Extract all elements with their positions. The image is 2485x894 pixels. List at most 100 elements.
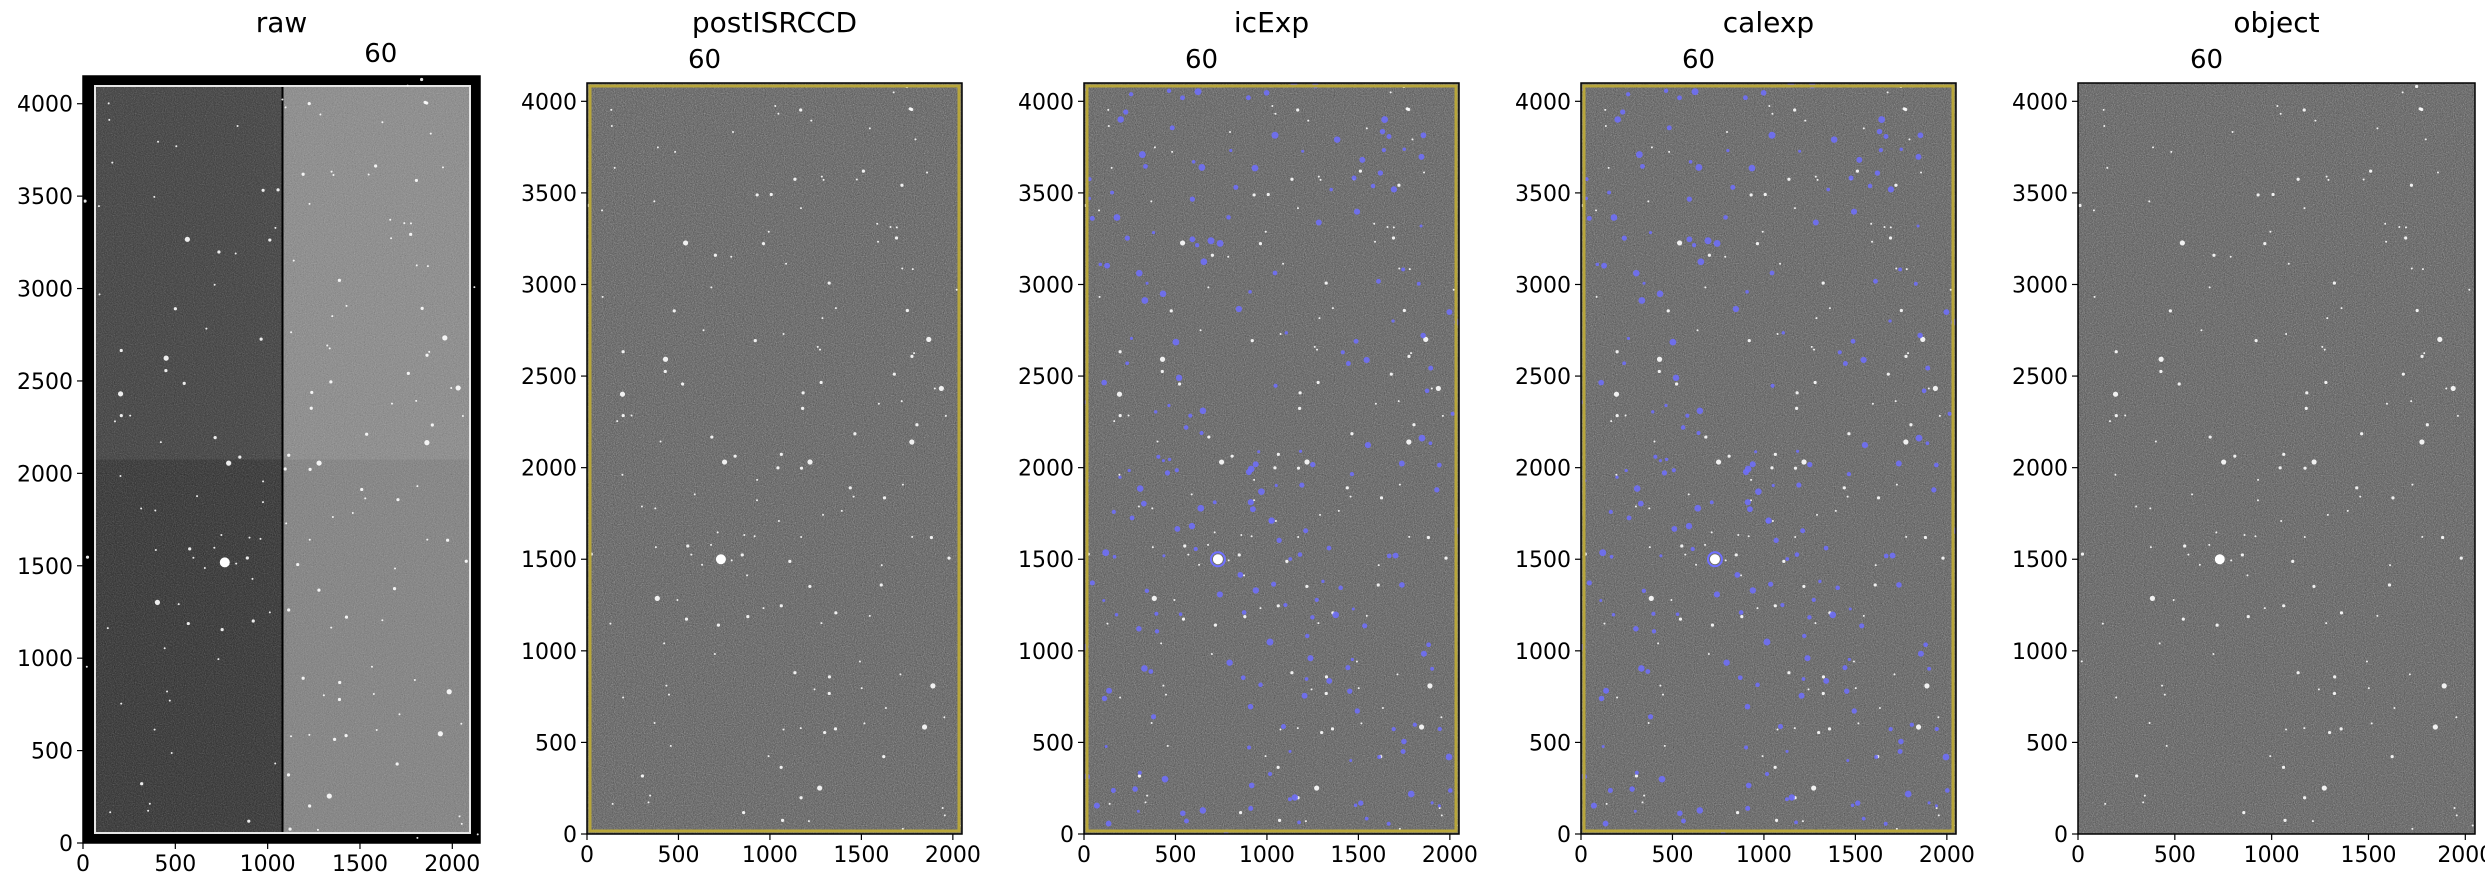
star: [308, 538, 311, 541]
star: [2326, 317, 2329, 320]
y-tick-label: 2500: [521, 365, 577, 390]
star: [1615, 473, 1618, 476]
star: [337, 697, 342, 702]
detection-mask: [1696, 807, 1704, 814]
star: [2179, 240, 2185, 246]
star: [1389, 91, 1392, 94]
star: [1108, 802, 1111, 805]
detection-mask: [1183, 425, 1189, 430]
y-tick-label: 2000: [1018, 457, 1074, 482]
detection-mask: [1104, 262, 1111, 269]
star: [392, 587, 397, 591]
detection-mask: [1851, 708, 1857, 714]
star: [621, 413, 625, 418]
star: [2323, 348, 2326, 351]
star: [2385, 240, 2388, 243]
detection-mask: [1677, 95, 1682, 101]
x-tick-label: 500: [1154, 843, 1196, 868]
star: [1727, 454, 1731, 458]
star: [1441, 414, 1444, 417]
star: [344, 615, 349, 619]
detection-mask: [1247, 465, 1255, 473]
star: [774, 104, 777, 107]
star: [1171, 150, 1174, 153]
detection-mask: [1263, 90, 1270, 96]
detection-mask: [1685, 522, 1693, 530]
star: [762, 607, 765, 610]
star: [170, 752, 173, 755]
star: [2282, 604, 2286, 608]
star: [1894, 183, 1898, 187]
star: [1177, 382, 1182, 386]
star: [1761, 230, 1764, 233]
star: [268, 238, 272, 242]
star: [2149, 595, 2156, 601]
detection-mask: [1347, 688, 1353, 694]
detection-mask: [1607, 787, 1613, 793]
y-tick-label: 0: [563, 823, 577, 848]
detection-mask: [1150, 714, 1157, 720]
star: [364, 497, 367, 500]
detection-mask: [1178, 612, 1183, 616]
detection-mask: [1677, 810, 1683, 817]
y-tick-label: 0: [1557, 823, 1571, 848]
edge-mask-border: [1085, 84, 1458, 833]
star: [1314, 785, 1320, 791]
star: [730, 559, 733, 562]
detection-mask: [1798, 692, 1805, 699]
star: [1782, 559, 1786, 563]
star: [740, 553, 744, 557]
y-tick-label: 2000: [1515, 457, 1571, 482]
detection-mask: [1248, 782, 1255, 789]
star: [2314, 119, 2317, 122]
star: [680, 382, 685, 386]
star: [1296, 108, 1300, 112]
star: [331, 315, 334, 318]
detection-mask: [1400, 748, 1406, 755]
detection-mask: [1271, 131, 1279, 139]
detection-mask: [1276, 537, 1282, 543]
detection-mask: [1855, 800, 1861, 806]
detection-mask: [1807, 461, 1813, 468]
star: [2311, 820, 2314, 823]
x-tick-label: 2000: [925, 843, 981, 868]
star: [2303, 727, 2306, 730]
star: [2149, 507, 2152, 510]
detection-mask: [1785, 749, 1789, 753]
star: [669, 744, 672, 747]
star: [2324, 380, 2328, 385]
detection-mask: [1691, 88, 1699, 96]
star: [1113, 420, 1116, 423]
star: [610, 108, 613, 111]
x-tick-label: 0: [580, 843, 594, 868]
star: [429, 132, 432, 135]
detection-mask: [1878, 116, 1886, 123]
star: [2326, 513, 2329, 516]
star: [398, 713, 401, 716]
detection-mask: [1284, 331, 1288, 335]
star: [819, 348, 822, 351]
detection-mask: [1129, 515, 1135, 521]
star: [1410, 352, 1413, 355]
y-tick-label: 4000: [17, 93, 73, 118]
star: [716, 623, 721, 627]
star: [1153, 146, 1156, 149]
star: [1704, 286, 1707, 289]
detection-mask: [1349, 471, 1355, 477]
star: [822, 178, 825, 181]
star: [2325, 175, 2328, 178]
star: [1827, 727, 1832, 731]
detection-mask: [1426, 642, 1432, 648]
detection-mask: [1268, 519, 1273, 524]
detection-mask: [1412, 722, 1418, 727]
star: [1349, 495, 1352, 498]
star: [2154, 440, 2157, 443]
detection-mask: [1685, 413, 1690, 418]
detection-mask: [1287, 797, 1292, 802]
star: [2263, 607, 2266, 610]
star: [1402, 308, 1406, 313]
star: [1883, 226, 1886, 229]
star: [319, 113, 322, 116]
star: [446, 538, 450, 542]
star: [2177, 382, 2181, 386]
